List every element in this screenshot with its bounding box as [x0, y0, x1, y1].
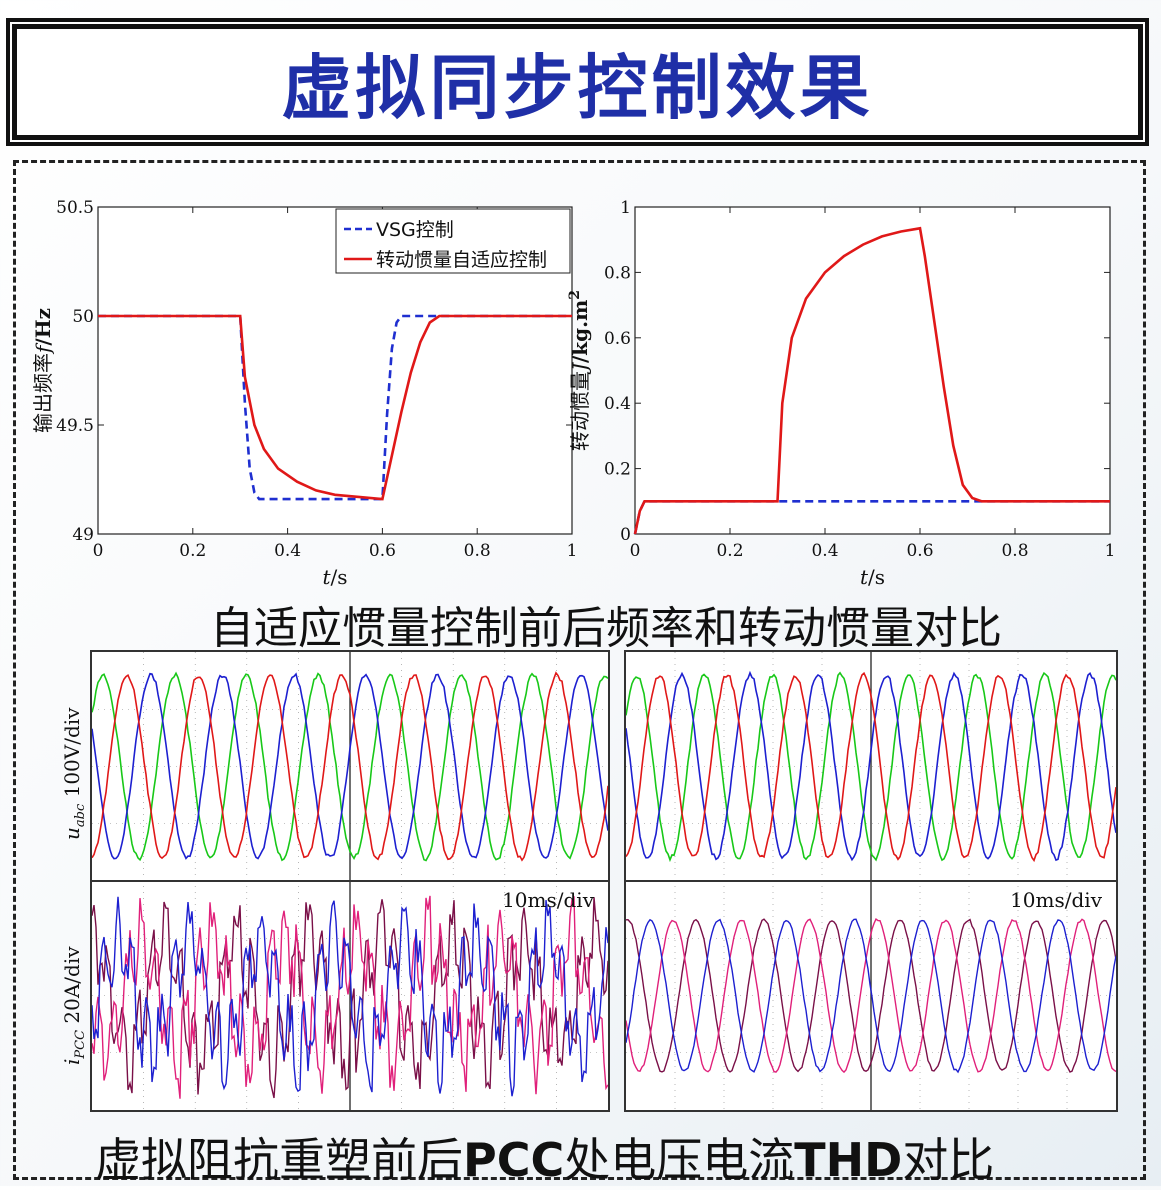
caption-frequency-inertia: 自适应惯量控制前后频率和转动惯量对比 [210, 603, 1002, 654]
title-box: 虚拟同步控制效果 [12, 24, 1143, 140]
legend-label-1: VSG控制 [376, 219, 454, 241]
y-tick-label: 1 [620, 198, 631, 218]
current-trace-2 [626, 918, 1116, 1074]
y-tick-label: 50.5 [56, 198, 94, 218]
x-tick-label: 1 [567, 541, 578, 561]
y-tick-label: 0 [620, 525, 631, 545]
current-trace-3 [92, 896, 608, 1097]
voltage-trace-1 [92, 671, 608, 862]
scope-right: 10ms/div [624, 650, 1118, 1112]
x-tick-label: 0.2 [716, 541, 743, 561]
x-tick-label: 0.8 [1001, 541, 1028, 561]
voltage-axis-label: uabc 100V/div [60, 707, 88, 840]
legend-box [335, 208, 571, 274]
content-frame [13, 160, 1146, 1180]
frequency-chart: 0 0.2 0.4 0.6 0.8 1 49 49.5 50 50.5 t/s 输出频率f/Hz VSG… [31, 198, 578, 589]
voltage-trace-2 [626, 670, 1116, 862]
x-tick-label: 1 [1105, 541, 1116, 561]
x-tick-label: 0.6 [906, 541, 933, 561]
y-tick-label: 0.8 [604, 263, 631, 283]
voltage-trace-2 [92, 672, 608, 860]
x-axis-label: t/s [322, 565, 347, 589]
scope-left: 10ms/div [90, 650, 610, 1112]
y-tick-label: 49.5 [56, 416, 94, 436]
series-line-2 [633, 226, 1110, 535]
current-trace-3 [626, 918, 1116, 1074]
series-line-2 [98, 314, 572, 501]
y-tick-label: 0.4 [604, 394, 631, 414]
y-tick-label: 0.6 [604, 329, 631, 349]
y-tick-label: 49 [72, 525, 94, 545]
x-tick-label: 0.8 [464, 541, 491, 561]
timebase-label: 10ms/div [502, 888, 595, 912]
timebase-label: 10ms/div [1010, 888, 1103, 912]
voltage-trace-3 [92, 671, 608, 862]
x-axis-label: t/s [860, 565, 885, 589]
current-trace-1 [626, 918, 1116, 1073]
plot-area [634, 206, 1111, 535]
x-tick-label: 0.6 [369, 541, 396, 561]
caption-pcc-thd: 虚拟阻抗重塑前后PCC处电压电流THD对比 [95, 1133, 995, 1187]
legend-label-2: 转动惯量自适应控制 [376, 249, 547, 271]
y-axis-label: 转动惯量J/kg.m2 [567, 290, 592, 451]
y-tick-label: 50 [72, 307, 94, 327]
x-tick-label: 0.4 [811, 541, 838, 561]
x-tick-label: 0 [630, 541, 641, 561]
inertia-chart: 0 0.2 0.4 0.6 0.8 1 0 0.2 0.4 0.6 0.8 1 t/s 转动惯量J/kg.… [567, 198, 1116, 589]
y-axis-label: 输出频率f/Hz [31, 308, 55, 433]
x-tick-label: 0.2 [179, 541, 206, 561]
page-title: 虚拟同步控制效果 [281, 46, 874, 129]
voltage-trace-1 [626, 671, 1116, 863]
voltage-trace-3 [626, 671, 1116, 863]
current-axis-label: iPCC 20A/div [60, 946, 88, 1065]
x-tick-label: 0.4 [274, 541, 301, 561]
x-tick-label: 0 [93, 541, 104, 561]
y-tick-label: 0.2 [604, 460, 631, 480]
